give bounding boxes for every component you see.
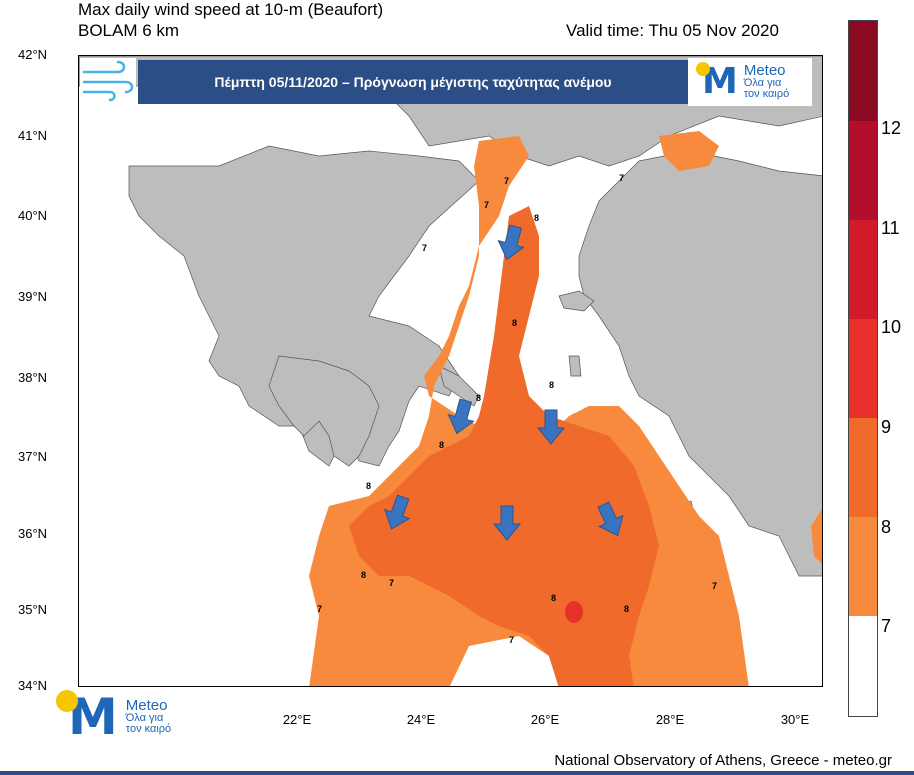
arrow-north-aegean bbox=[497, 224, 525, 261]
contour-labels: 7 7 8 7 8 8 8 8 8 8 7 7 8 8 7 7 7 bbox=[317, 173, 717, 645]
contour-label: 7 bbox=[504, 176, 509, 186]
legend-label: 7 bbox=[881, 616, 892, 636]
legend-swatch-11-12 bbox=[849, 121, 877, 220]
contour-label: 7 bbox=[389, 578, 394, 588]
contour-label: 7 bbox=[484, 200, 489, 210]
lon-label: 22°E bbox=[282, 712, 312, 727]
lat-label: 41°N bbox=[18, 128, 48, 143]
lon-label: 28°E bbox=[655, 712, 685, 727]
wind-direction-arrows bbox=[383, 224, 624, 541]
legend-swatch-9-10 bbox=[849, 319, 877, 418]
legend-swatch-10-11 bbox=[849, 220, 877, 319]
map-title: Max daily wind speed at 10-m (Beaufort) bbox=[78, 0, 384, 19]
contour-label: 8 bbox=[439, 440, 444, 450]
contour-label: 7 bbox=[619, 173, 624, 183]
contour-label: 8 bbox=[366, 481, 371, 491]
arrow-dodecanese bbox=[597, 501, 624, 537]
logo-box-top: M Meteo Όλα για τον καιρό bbox=[688, 58, 812, 106]
contour-label: 7 bbox=[509, 635, 514, 645]
sun-icon bbox=[696, 62, 710, 76]
arrow-cyclades-east bbox=[536, 409, 566, 445]
contour-label: 8 bbox=[549, 380, 554, 390]
lat-label: 40°N bbox=[18, 208, 48, 223]
contour-label: 8 bbox=[551, 593, 556, 603]
contour-label: 8 bbox=[624, 604, 629, 614]
sun-icon bbox=[56, 690, 78, 712]
contour-label: 7 bbox=[422, 243, 427, 253]
lat-label: 38°N bbox=[18, 370, 48, 385]
arrow-south-cyclades bbox=[492, 505, 522, 541]
legend-swatch-above-12 bbox=[849, 21, 877, 121]
arrow-cyclades-west bbox=[447, 398, 475, 435]
contour-label: 8 bbox=[361, 570, 366, 580]
legend-swatch-7-8 bbox=[849, 517, 877, 616]
lat-label: 35°N bbox=[18, 602, 48, 617]
color-legend bbox=[848, 20, 878, 717]
legend-label: 11 bbox=[881, 218, 900, 238]
legend-label: 12 bbox=[881, 118, 902, 138]
legend-label: 10 bbox=[881, 317, 902, 337]
meteo-logo-bottom: M Meteo Όλα για τον καιρό bbox=[56, 690, 172, 742]
logo-text: Meteo Όλα για τον καιρό bbox=[743, 61, 790, 100]
land-lesvos bbox=[558, 290, 595, 312]
contour-label: 8 bbox=[534, 213, 539, 223]
lat-label: 42°N bbox=[18, 47, 48, 62]
lon-label: 24°E bbox=[406, 712, 436, 727]
logo-text: Meteo Όλα για τον καιρό bbox=[125, 696, 172, 735]
lon-label: 26°E bbox=[530, 712, 560, 727]
land-mainland-greece bbox=[128, 145, 480, 467]
land-peloponnese bbox=[268, 355, 380, 467]
lat-label: 37°N bbox=[18, 449, 48, 464]
forecast-banner: Πέμπτη 05/11/2020 – Πρόγνωση μέγιστης τα… bbox=[138, 60, 688, 104]
legend-swatch-8-9 bbox=[849, 418, 877, 517]
lat-label: 39°N bbox=[18, 289, 48, 304]
lon-label: 30°E bbox=[780, 712, 810, 727]
meteo-logo-top: M Meteo Όλα για τον καιρό bbox=[696, 61, 790, 100]
footer-credit: National Observatory of Athens, Greece -… bbox=[554, 752, 892, 769]
legend-label: 8 bbox=[881, 517, 892, 537]
valid-time: Valid time: Thu 05 Nov 2020 bbox=[566, 21, 779, 40]
wind-field-9-10 bbox=[565, 601, 583, 623]
lat-label: 34°N bbox=[18, 678, 48, 693]
map-graphics: 7 7 8 7 8 8 8 8 8 8 7 7 8 8 7 7 7 bbox=[79, 56, 822, 686]
wind-map: 7 7 8 7 8 8 8 8 8 8 7 7 8 8 7 7 7 bbox=[78, 55, 823, 687]
arrow-myrtoan-sea bbox=[383, 494, 411, 530]
bottom-bar bbox=[0, 771, 914, 775]
contour-label: 8 bbox=[476, 393, 481, 403]
contour-label: 7 bbox=[712, 581, 717, 591]
wind-field-8-9 bbox=[349, 206, 659, 686]
land-turkey bbox=[578, 150, 822, 577]
land-euboea bbox=[438, 365, 480, 407]
lat-label: 36°N bbox=[18, 526, 48, 541]
model-label: BOLAM 6 km bbox=[78, 21, 180, 40]
wind-icon bbox=[82, 60, 134, 102]
wind-icon-box bbox=[80, 58, 136, 106]
contour-label: 7 bbox=[317, 604, 322, 614]
legend-swatch-below-7 bbox=[849, 616, 877, 716]
legend-label: 9 bbox=[881, 417, 892, 437]
land-chios bbox=[568, 355, 582, 377]
contour-label: 8 bbox=[512, 318, 517, 328]
